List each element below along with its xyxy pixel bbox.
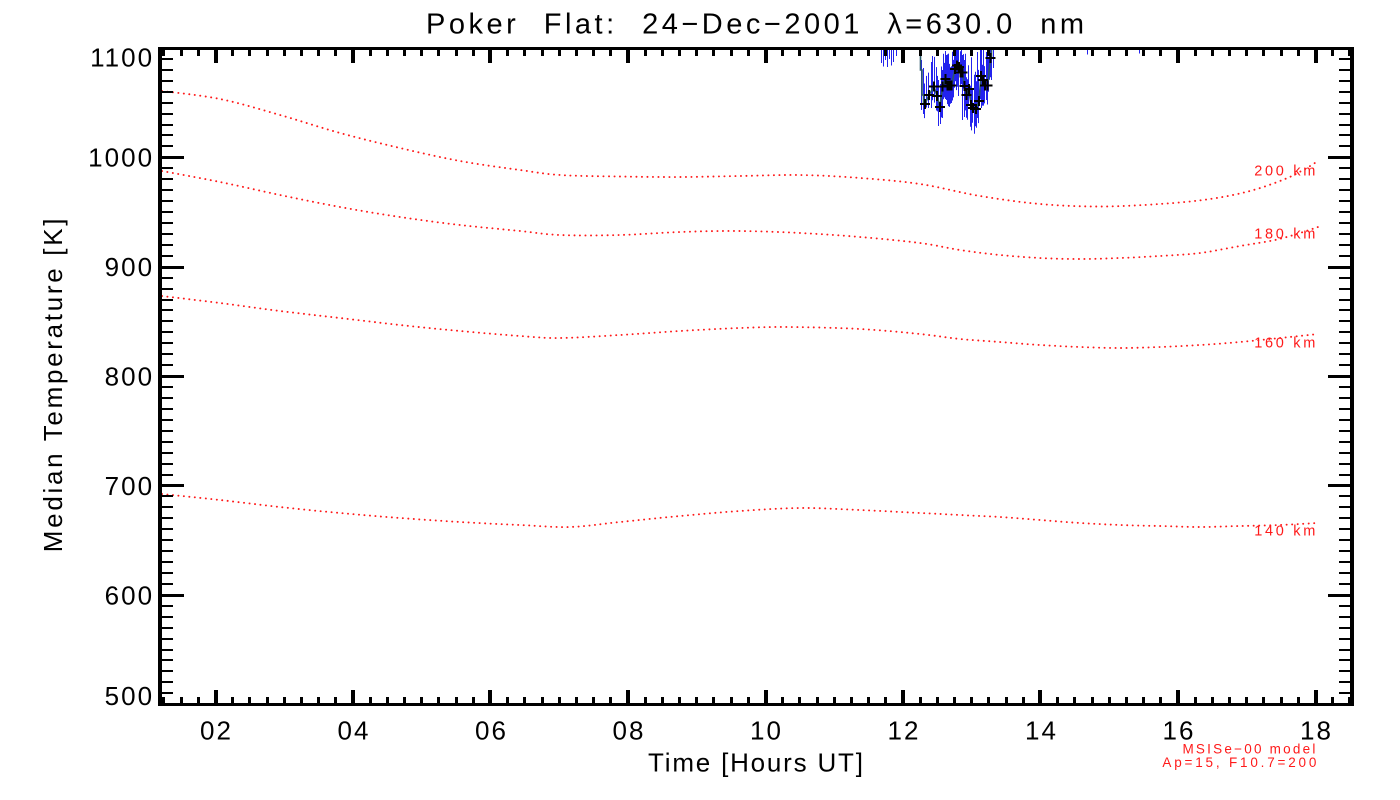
svg-text:04: 04 (337, 716, 370, 746)
svg-text:Ap=15, F10.7=200: Ap=15, F10.7=200 (1162, 755, 1319, 770)
svg-text:500: 500 (105, 681, 155, 711)
svg-text:Median Temperature [K]: Median Temperature [K] (38, 216, 68, 552)
svg-text:18: 18 (1300, 716, 1333, 746)
svg-text:Time [Hours UT]: Time [Hours UT] (648, 748, 865, 778)
svg-text:06: 06 (475, 716, 508, 746)
svg-text:160 km: 160 km (1254, 336, 1318, 352)
svg-text:700: 700 (105, 471, 155, 501)
svg-text:900: 900 (105, 252, 155, 282)
svg-text:800: 800 (105, 361, 155, 391)
svg-text:16: 16 (1162, 716, 1195, 746)
svg-text:MSISe−00 model: MSISe−00 model (1182, 742, 1317, 757)
svg-text:14: 14 (1025, 716, 1058, 746)
svg-text:200 km: 200 km (1254, 164, 1318, 180)
svg-text:1000: 1000 (88, 142, 154, 172)
svg-text:02: 02 (200, 716, 233, 746)
svg-text:08: 08 (612, 716, 645, 746)
svg-text:140 km: 140 km (1254, 524, 1318, 540)
svg-text:1100: 1100 (90, 42, 154, 72)
svg-text:12: 12 (887, 716, 920, 746)
svg-text:180 km: 180 km (1254, 227, 1318, 243)
svg-text:10: 10 (750, 716, 783, 746)
svg-text:600: 600 (105, 580, 155, 610)
svg-text:Poker Flat: 24−Dec−2001 λ=630.: Poker Flat: 24−Dec−2001 λ=630.0 nm (426, 9, 1088, 41)
